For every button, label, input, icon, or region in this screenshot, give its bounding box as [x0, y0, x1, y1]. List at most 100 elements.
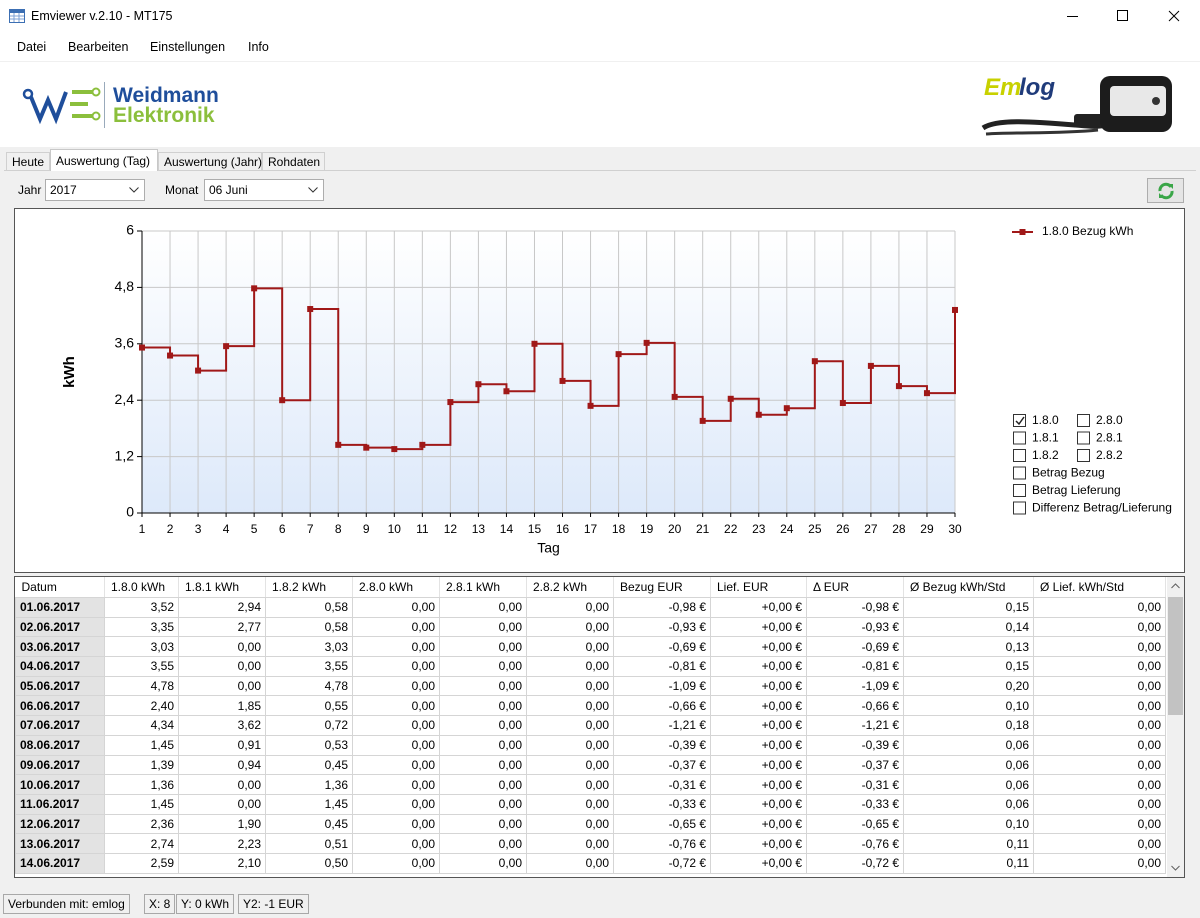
- table-cell: 0,55: [265, 695, 353, 717]
- data-point: [139, 344, 145, 351]
- table-cell: 0,00: [1033, 656, 1166, 677]
- month-label: Monat: [165, 183, 199, 197]
- checkbox-label: 2.8.1: [1096, 431, 1123, 445]
- line-segment: [506, 343, 536, 393]
- table-cell: 0,00: [352, 774, 440, 795]
- window-title: Emviewer v.2.10 - MT175: [31, 9, 173, 23]
- table-cell: -0,98 €: [613, 597, 711, 618]
- dropdown-arrow: [308, 187, 318, 193]
- checkbox[interactable]: 2.8.2: [1077, 448, 1124, 462]
- table-cell: 0,00: [526, 813, 614, 835]
- column-header[interactable]: 2.8.0 kWh: [352, 577, 440, 598]
- year-select[interactable]: 2017: [45, 179, 145, 201]
- table-cell: 0,00: [352, 656, 440, 677]
- table-cell: +0,00 €: [710, 754, 807, 776]
- table-cell: 0,00: [439, 715, 527, 736]
- table-row: 01.06.2017 3,52 2,94 0,58 0,00 0,00 0,00 -0,98 …: [15, 597, 1166, 618]
- window-controls[interactable]: [1050, 0, 1200, 33]
- table-cell: 0,00: [439, 636, 527, 658]
- table-cell: 2,40: [104, 695, 179, 717]
- table-cell: 3,62: [178, 715, 266, 736]
- table-cell: +0,00 €: [710, 636, 807, 658]
- menu-item[interactable]: Info: [248, 40, 269, 54]
- table-cell: 3,03: [104, 636, 179, 658]
- line-segment: [590, 354, 620, 407]
- chart: 1 2 3 4 5 6 7 8 9 10 11 12 13 14 15 16 17 18 19 20 21 22 23 24 2…: [61, 222, 1172, 556]
- tab[interactable]: Heute: [6, 152, 50, 170]
- refresh-button[interactable]: [1147, 178, 1184, 203]
- table-cell: 0,00: [352, 636, 440, 658]
- table-cell: -0,76 €: [806, 833, 904, 854]
- data-point: [251, 285, 258, 292]
- menu-item[interactable]: Bearbeiten: [68, 40, 129, 54]
- column-header[interactable]: Ø Lief. kWh/Std: [1033, 577, 1166, 598]
- table-row: 04.06.2017 3,55 0,00 3,55 0,00 0,00 0,00 -0,81 …: [15, 656, 1166, 677]
- data-point: [643, 339, 650, 346]
- table-cell: 0,00: [526, 597, 614, 618]
- column-header[interactable]: Lief. EUR: [710, 577, 807, 598]
- table-cell: 0,00: [439, 774, 527, 795]
- checkbox[interactable]: 2.8.0: [1077, 413, 1124, 427]
- month-select[interactable]: 06 Juni: [204, 179, 324, 201]
- chart-panel: 1 2 3 4 5 6 7 8 9 10 11 12 13 14 15 16 17 18 19 20 21 22 23 24 2…: [14, 208, 1185, 573]
- table-cell: 0,00: [526, 833, 614, 854]
- checkbox[interactable]: Differenz Betrag/Lieferung: [1013, 501, 1172, 515]
- table-cell: 3,55: [265, 656, 353, 677]
- table-cell: 3,35: [104, 616, 179, 638]
- data-point: [923, 390, 930, 397]
- scroll-down[interactable]: [1171, 865, 1180, 871]
- table-cell: -0,93 €: [806, 616, 904, 638]
- table-row: 10.06.2017 1,36 0,00 1,36 0,00 0,00 0,00 -0,31 …: [15, 774, 1166, 795]
- column-header[interactable]: 1.8.0 kWh: [104, 577, 179, 598]
- scrollbar-thumb[interactable]: [1168, 597, 1183, 715]
- checkbox[interactable]: 1.8.2: [1013, 448, 1060, 462]
- column-header[interactable]: 1.8.1 kWh: [178, 577, 266, 598]
- checkbox[interactable]: 1.8.0: [1013, 413, 1060, 427]
- checkbox[interactable]: Betrag Lieferung: [1013, 483, 1121, 497]
- y-tick-label: 3,6: [115, 335, 135, 351]
- menu-item[interactable]: Einstellungen: [150, 40, 226, 54]
- x-tick-label: 21: [696, 522, 710, 536]
- menu-item[interactable]: Datei: [17, 40, 47, 54]
- x-tick-label: 24: [780, 522, 794, 536]
- data-table: Datum 1.8.0 kWh 1.8.1 kWh 1.8.2 kWh 2.8.0 kW…: [15, 577, 1166, 874]
- line-segment: [422, 402, 452, 446]
- tab[interactable]: Rohdaten: [262, 152, 325, 170]
- scroll-up[interactable]: [1171, 583, 1180, 589]
- column-header[interactable]: Δ EUR: [806, 577, 904, 598]
- tab[interactable]: Auswertung (Jahr): [158, 152, 262, 170]
- checkbox[interactable]: Betrag Bezug: [1013, 466, 1105, 480]
- table-cell: 1,90: [178, 813, 266, 835]
- column-header[interactable]: Ø Bezug kWh/Std: [903, 577, 1034, 598]
- column-header[interactable]: Bezug EUR: [613, 577, 711, 598]
- table-cell: 0,06: [903, 774, 1034, 795]
- line-segment: [254, 287, 284, 401]
- checkbox[interactable]: 1.8.1: [1013, 431, 1060, 445]
- column-header[interactable]: 1.8.2 kWh: [265, 577, 353, 598]
- line-segment: [282, 309, 312, 402]
- x-tick-label: 4: [223, 522, 230, 536]
- table-cell: 0,00: [1033, 675, 1166, 697]
- data-point: [671, 393, 678, 400]
- table-row: 11.06.2017 1,45 0,00 1,45 0,00 0,00 0,00 -0,33 …: [15, 793, 1166, 815]
- table-cell: 0,00: [439, 813, 527, 835]
- y-tick-label: 2,4: [115, 391, 135, 407]
- table-cell: -0,76 €: [613, 833, 711, 854]
- x-tick-label: 3: [195, 522, 202, 536]
- tab[interactable]: Auswertung (Tag): [50, 149, 158, 171]
- x-tick-label: 11: [416, 522, 429, 536]
- table-cell: 0,00: [439, 695, 527, 717]
- table-cell: -0,39 €: [806, 734, 904, 756]
- checkbox[interactable]: 2.8.1: [1077, 431, 1124, 445]
- table-cell: 0,00: [1033, 774, 1166, 795]
- product-logo: log: [1019, 74, 1055, 101]
- column-header[interactable]: Datum: [15, 577, 105, 598]
- column-header[interactable]: 2.8.2 kWh: [526, 577, 614, 598]
- x-tick-label: 10: [388, 522, 402, 536]
- scrollbar[interactable]: [1167, 577, 1184, 877]
- table-cell: +0,00 €: [710, 833, 807, 854]
- row-date: 10.06.2017: [15, 774, 105, 795]
- x-tick-label: 29: [920, 522, 934, 536]
- column-header[interactable]: 2.8.1 kWh: [439, 577, 527, 598]
- data-point: [783, 405, 790, 412]
